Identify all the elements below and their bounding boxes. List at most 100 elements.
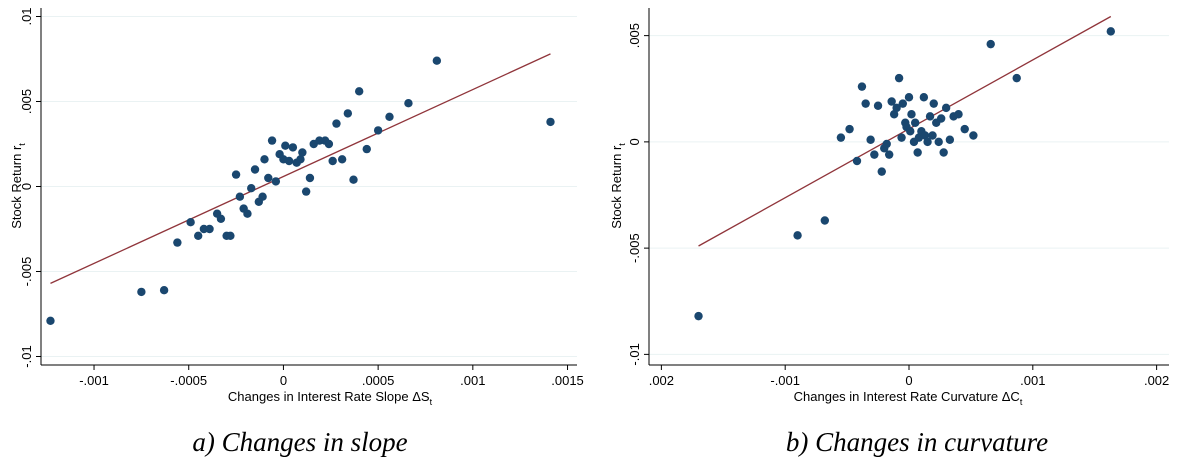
data-point — [913, 148, 922, 157]
x-tick-label: .0005 — [362, 373, 395, 388]
data-point — [866, 135, 875, 144]
panel-curvature: -.01 -.005 0 .005 .002 -.001 0 .001 .002 Changes… — [609, 8, 1169, 457]
data-point — [354, 87, 364, 96]
data-point — [324, 139, 334, 149]
data-point — [173, 238, 182, 247]
y-tick-label: .01 — [19, 7, 34, 25]
y-axis-title: Stock Return rt — [609, 143, 627, 229]
y-tick-label: 0 — [19, 183, 34, 190]
x-axis-title-subscript: t — [430, 397, 433, 407]
data-point — [884, 150, 894, 159]
y-axis-title-text: Stock Return r — [9, 145, 24, 229]
data-point — [870, 150, 879, 159]
y-tick-label: -.01 — [19, 345, 34, 367]
fit-line — [698, 15, 1112, 247]
data-point — [898, 99, 908, 108]
x-tick-label: .0015 — [551, 373, 584, 388]
panel-caption: a) Changes in slope — [192, 427, 407, 457]
data-point — [260, 155, 269, 164]
data-point — [231, 170, 241, 179]
data-point — [243, 209, 252, 218]
data-point — [258, 192, 267, 201]
data-point — [873, 101, 883, 110]
y-tick-label: .005 — [19, 89, 34, 114]
panel-caption: b) Changes in curvature — [786, 427, 1048, 457]
y-axis-title-subscript: t — [17, 143, 27, 146]
x-axis-title-subscript: t — [1020, 397, 1023, 407]
y-axis-title: Stock Return rt — [9, 143, 27, 229]
data-point — [288, 143, 298, 152]
ticks: -.01 -.005 0 .005 .002 -.001 0 .001 .002 — [627, 23, 1169, 388]
data-point — [894, 73, 904, 83]
data-point — [159, 286, 169, 295]
y-tick-label: 0 — [627, 138, 642, 145]
data-point — [906, 127, 915, 136]
data-point — [216, 214, 226, 223]
data-point — [882, 139, 891, 149]
data-point — [861, 99, 870, 108]
data-point — [194, 231, 203, 240]
plot-area — [649, 8, 1169, 365]
data-points — [694, 27, 1116, 321]
panel-slope: -.01 -.005 0 .005 .01 -.001 -.0005 0 .0005 .001 .0… — [9, 7, 584, 457]
data-point — [186, 218, 195, 227]
data-point — [793, 231, 802, 240]
data-point — [877, 167, 886, 176]
data-point — [910, 118, 920, 127]
data-point — [337, 155, 347, 164]
y-tick-label: .005 — [627, 23, 642, 48]
data-point — [305, 173, 315, 183]
gridlines — [649, 35, 1169, 355]
data-point — [969, 131, 978, 140]
data-point — [226, 231, 235, 240]
gridlines — [41, 16, 577, 357]
data-point — [889, 110, 899, 119]
data-point — [296, 155, 305, 164]
x-tick-label: 0 — [280, 373, 287, 388]
x-tick-label: .001 — [460, 373, 485, 388]
data-point — [694, 311, 703, 321]
y-axis-title-text: Stock Return r — [609, 145, 624, 229]
data-point — [373, 126, 383, 135]
fit-line — [50, 53, 551, 284]
data-point — [301, 187, 311, 196]
x-tick-label: -.001 — [79, 373, 109, 388]
x-axis-title-text: Changes in Interest Rate Curvature ΔC — [794, 389, 1020, 404]
ticks: -.01 -.005 0 .005 .01 -.001 -.0005 0 .0005 .001 .0… — [19, 7, 584, 388]
data-point — [852, 156, 862, 166]
data-point — [936, 114, 946, 123]
data-point — [205, 224, 214, 234]
data-point — [960, 124, 969, 134]
x-tick-label: 0 — [905, 373, 912, 388]
data-point — [328, 156, 337, 166]
data-point — [907, 110, 916, 119]
x-tick-label: -.001 — [770, 373, 800, 388]
y-tick-label: -.01 — [627, 343, 642, 365]
data-point — [271, 177, 281, 186]
data-point — [235, 192, 245, 201]
data-point — [298, 148, 307, 157]
data-point — [1106, 27, 1116, 36]
data-point — [250, 165, 260, 174]
data-point — [986, 39, 995, 49]
data-point — [546, 117, 555, 127]
data-point — [362, 144, 371, 154]
x-tick-label: .001 — [1020, 373, 1045, 388]
data-point — [934, 137, 943, 147]
data-point — [349, 175, 358, 184]
data-point — [281, 141, 290, 150]
data-point — [923, 137, 932, 147]
data-point — [385, 112, 394, 122]
x-tick-label: -.0005 — [170, 373, 207, 388]
data-point — [904, 93, 914, 102]
data-point — [332, 119, 341, 128]
data-points — [46, 56, 555, 325]
data-point — [1012, 73, 1021, 83]
y-axis-title-subscript: t — [617, 143, 627, 146]
data-point — [925, 112, 935, 121]
data-point — [897, 133, 906, 142]
y-tick-label: -.005 — [627, 233, 642, 263]
y-tick-label: -.005 — [19, 257, 34, 287]
data-point — [945, 135, 955, 144]
